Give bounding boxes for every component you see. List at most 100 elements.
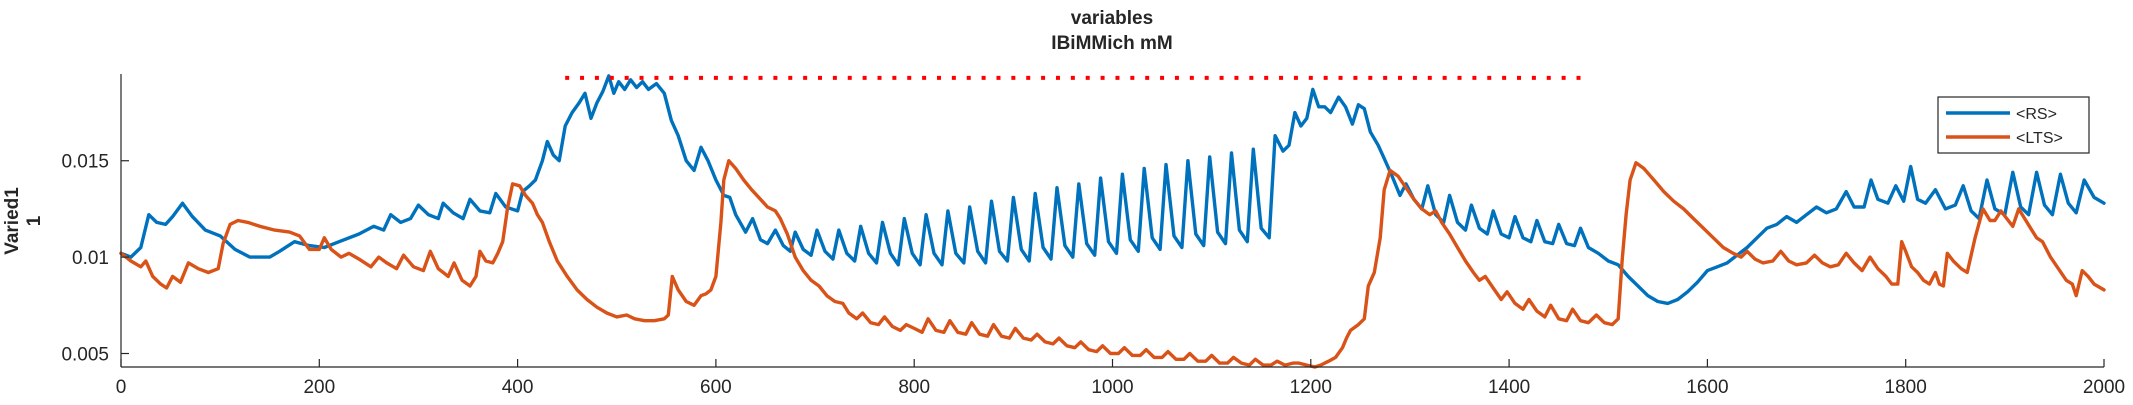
marker-dot [1204,75,1209,80]
x-tick-label: 800 [898,377,930,398]
marker-dot [565,75,570,80]
marker-dot [996,75,1001,80]
marker-dot [877,75,882,80]
marker-dot [803,75,808,80]
dotted-marker-line [565,75,1581,80]
marker-dot [1412,75,1417,80]
marker-dot [1353,75,1358,80]
marker-dot [907,75,912,80]
marker-dot [1234,75,1239,80]
marker-dot [922,75,927,80]
marker-dot [699,75,704,80]
marker-dot [981,75,986,80]
marker-dot [684,75,689,80]
marker-dot [1427,75,1432,80]
x-tick-label: 1000 [1091,377,1133,398]
marker-dot [1055,75,1060,80]
axes: 0 200 400 600 800 1000 1200 1400 1600 1800 2000 0.0… [61,74,2125,398]
marker-dot [1249,75,1254,80]
marker-dot [1070,75,1075,80]
chart-title-line: variables [1071,8,1153,29]
marker-dot [1130,75,1135,80]
marker-dot [1264,75,1269,80]
marker-dot [847,75,852,80]
marker-dot [862,75,867,80]
marker-dot [951,75,956,80]
marker-dot [1502,75,1507,80]
x-tick-label: 1200 [1290,377,1332,398]
x-tick-label: 1400 [1488,377,1530,398]
marker-dot [1442,75,1447,80]
series-layer [119,74,2106,369]
marker-dot [1011,75,1016,80]
x-tick-label: 600 [700,377,732,398]
marker-dot [1517,75,1522,80]
chart-title: variables IBiMMich mM [1051,8,1172,54]
legend: <RS> <LTS> [1937,96,2090,154]
marker-dot [1279,75,1284,80]
marker-dot [773,75,778,80]
marker-dot [639,75,644,80]
series-line-lts [119,159,2106,369]
y-tick-label: 0.01 [72,248,109,269]
marker-dot [1561,75,1566,80]
marker-dot [936,75,941,80]
x-tick-label: 1800 [1885,377,1927,398]
marker-dot [1368,75,1373,80]
marker-dot [1472,75,1477,80]
y-axis-label-line: 1 [24,215,45,226]
marker-dot [669,75,674,80]
y-axis-label-line: Varied1 [2,187,23,255]
marker-dot [1115,75,1120,80]
marker-dot [1338,75,1343,80]
x-tick-label: 400 [502,377,534,398]
marker-dot [818,75,823,80]
y-tick-label: 0.005 [61,345,109,366]
marker-dot [758,75,763,80]
legend-label: <RS> [2016,106,2057,123]
marker-dot [966,75,971,80]
marker-dot [1174,75,1179,80]
marker-dot [609,75,614,80]
marker-dot [1189,75,1194,80]
x-tick-label: 1600 [1686,377,1728,398]
marker-dot [1293,75,1298,80]
marker-dot [788,75,793,80]
x-tick-label: 200 [303,377,335,398]
marker-dot [594,75,599,80]
marker-dot [728,75,733,80]
chart-title-line: IBiMMich mM [1051,33,1172,54]
marker-dot [1546,75,1551,80]
marker-dot [1041,75,1046,80]
series-line-rs [119,74,2106,306]
marker-dot [743,75,748,80]
marker-dot [832,75,837,80]
marker-dot [1026,75,1031,80]
marker-dot [1576,75,1581,80]
y-axis-label: Varied1 1 [2,187,45,255]
marker-dot [1323,75,1328,80]
marker-dot [1487,75,1492,80]
marker-dot [713,75,718,80]
legend-box [1937,96,2090,154]
marker-dot [1100,75,1105,80]
x-tick-label: 2000 [2083,377,2125,398]
marker-dot [1160,75,1165,80]
marker-dot [1398,75,1403,80]
x-tick-label: 0 [116,377,127,398]
marker-dot [624,75,629,80]
marker-dot [1219,75,1224,80]
marker-dot [1308,75,1313,80]
marker-dot [1145,75,1150,80]
marker-dot [580,75,585,80]
y-tick-label: 0.015 [61,152,109,173]
legend-label: <LTS> [2016,130,2063,147]
marker-dot [1457,75,1462,80]
marker-dot [892,75,897,80]
marker-dot [1383,75,1388,80]
marker-dot [654,75,659,80]
marker-dot [1531,75,1536,80]
marker-dot [1085,75,1090,80]
